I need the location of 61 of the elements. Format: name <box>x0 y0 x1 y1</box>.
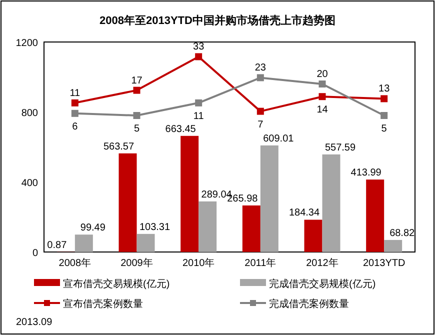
y-tick-label: 800 <box>21 108 38 119</box>
data-label: 6 <box>72 121 78 132</box>
data-label: 184.34 <box>288 208 320 219</box>
bar <box>366 180 384 252</box>
data-label: 14 <box>316 104 328 116</box>
point <box>380 112 388 119</box>
legend-label: 完成借壳交易规模(亿元) <box>269 278 376 290</box>
point <box>195 53 202 60</box>
data-label: 33 <box>193 42 205 53</box>
bar <box>242 205 260 252</box>
bar <box>260 145 278 252</box>
data-label: 99.49 <box>80 222 106 234</box>
x-tick-label: 2008年 <box>58 257 92 269</box>
bar <box>198 201 217 252</box>
data-label: 20 <box>316 69 328 80</box>
bar <box>384 240 402 252</box>
point <box>318 80 326 88</box>
point <box>133 112 140 119</box>
x-tick-label: 2010年 <box>182 257 215 269</box>
bar <box>180 136 199 252</box>
point <box>71 110 78 117</box>
point <box>195 99 202 106</box>
legend-label: 宣布借壳案例数量 <box>63 298 143 310</box>
chart-title: 2008年至2013YTD中国并购市场借壳上市趋势图 <box>100 14 336 27</box>
y-tick-label: 1200 <box>16 38 38 49</box>
data-label: 413.99 <box>350 168 382 179</box>
data-label: 11 <box>70 88 81 99</box>
data-label: 563.57 <box>103 141 134 152</box>
data-label: 663.45 <box>165 124 196 135</box>
data-label: 17 <box>131 75 143 86</box>
data-label: 609.01 <box>263 133 294 144</box>
bar <box>304 220 322 252</box>
bar <box>118 153 137 252</box>
data-label: 7 <box>258 119 264 130</box>
data-label: 103.31 <box>139 222 170 233</box>
data-label: 11 <box>193 110 204 122</box>
data-label: 68.82 <box>390 228 416 239</box>
x-tick-label: 2011年 <box>244 257 276 269</box>
data-label: 13 <box>378 84 390 95</box>
x-tick-label: 2009年 <box>120 257 153 269</box>
text: 2013.09 <box>16 317 53 328</box>
point <box>380 95 388 102</box>
bar <box>322 154 340 252</box>
bar <box>136 234 155 252</box>
data-label: 0.87 <box>47 240 68 251</box>
legend-label: 宣布借壳交易规模(亿元) <box>63 278 170 290</box>
data-label: 5 <box>134 124 140 134</box>
point <box>71 99 78 106</box>
data-label: 5 <box>381 124 388 134</box>
point <box>256 74 264 82</box>
point <box>133 86 140 94</box>
y-tick-label: 0 <box>32 248 38 259</box>
data-label: 557.59 <box>324 142 356 154</box>
bar <box>74 234 93 252</box>
legend-label: 完成借壳案例数量 <box>269 298 349 310</box>
point <box>256 108 264 115</box>
y-tick-label: 400 <box>21 178 38 189</box>
point <box>318 93 326 100</box>
data-label: 23 <box>254 62 266 74</box>
x-tick-label: 2012年 <box>306 257 338 269</box>
x-tick-label: 2013YTD <box>362 258 406 269</box>
